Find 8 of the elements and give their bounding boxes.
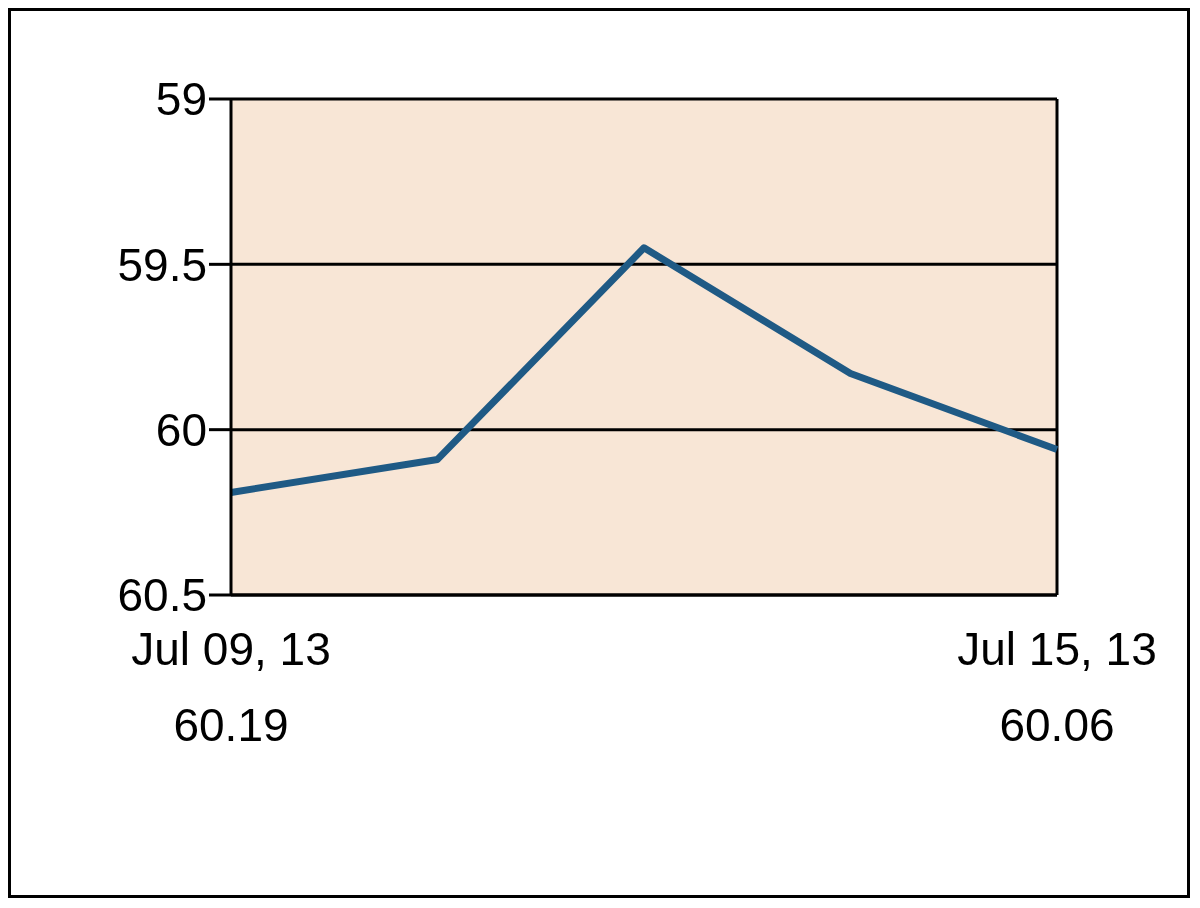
text: 60.06 <box>999 699 1115 751</box>
y-tick-label: 59 <box>155 73 207 126</box>
y-tick-label: 59.5 <box>117 238 207 291</box>
x-tick-label: Jul 09, 13 <box>131 623 331 675</box>
text: 60.19 <box>173 699 289 751</box>
y-tick-label: 60.5 <box>117 569 207 622</box>
x-tick-label: Jul 15, 13 <box>957 623 1157 675</box>
y-tick-label: 60 <box>155 404 207 456</box>
